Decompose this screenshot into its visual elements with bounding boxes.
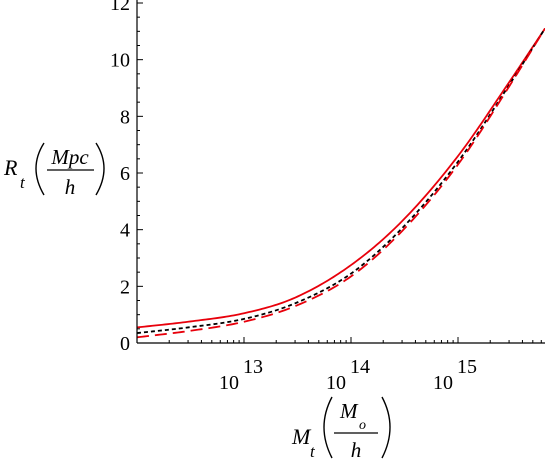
x-tick-label: 10 — [219, 372, 239, 394]
x-label-den: h — [351, 438, 362, 462]
y-tick-label: 2 — [120, 276, 130, 298]
y-tick-label: 0 — [120, 333, 130, 355]
y-tick-label: 8 — [120, 106, 130, 128]
x-label-num-sub: o — [359, 418, 366, 433]
x-tick-label: 10 — [326, 372, 346, 394]
series-line-solid — [136, 28, 545, 329]
y-label-den: h — [65, 175, 76, 199]
y-label-num: Mpc — [50, 145, 89, 169]
x-tick-exponent: 13 — [243, 356, 263, 378]
x-tick-exponent: 15 — [457, 356, 477, 378]
x-label-sub: t — [310, 442, 316, 461]
y-tick-label: 4 — [120, 220, 130, 242]
x-tick-label: 10 — [433, 372, 453, 394]
y-label-left-paren — [35, 142, 45, 196]
y-label-right-paren — [95, 142, 105, 196]
y-axis-label: R t Mpc h — [3, 142, 105, 199]
y-label-main: R — [3, 155, 18, 180]
series-line-dashed — [136, 28, 545, 339]
y-label-sub: t — [20, 173, 26, 192]
series-line-dotted — [136, 28, 545, 334]
plot-area — [136, 28, 545, 339]
y-tick-label: 12 — [110, 0, 130, 15]
y-tick-label: 10 — [110, 50, 130, 72]
x-tick-exponent: 14 — [350, 356, 370, 378]
x-label-right-paren — [381, 396, 391, 459]
x-label-main: M — [291, 424, 312, 449]
x-axis-label: M t M o h — [291, 396, 391, 462]
x-label-num: M — [339, 399, 359, 423]
y-tick-label: 6 — [120, 163, 130, 185]
y-axis: 0 2 4 6 8 10 12 — [110, 0, 143, 355]
x-label-left-paren — [323, 396, 333, 459]
